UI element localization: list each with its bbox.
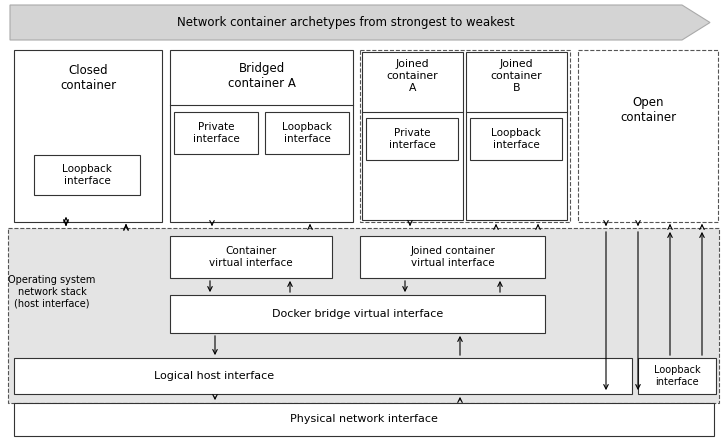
Text: Joined
container
B: Joined container B xyxy=(491,59,542,93)
Text: Docker bridge virtual interface: Docker bridge virtual interface xyxy=(272,309,443,319)
Text: Logical host interface: Logical host interface xyxy=(154,371,274,381)
Bar xyxy=(8,228,719,403)
Text: Loopback
interface: Loopback interface xyxy=(491,128,541,150)
Text: Loopback
interface: Loopback interface xyxy=(282,122,332,144)
Text: Joined
container
A: Joined container A xyxy=(387,59,438,93)
Text: Bridged
container A: Bridged container A xyxy=(228,62,295,90)
Text: Operating system
network stack
(host interface): Operating system network stack (host int… xyxy=(8,275,96,309)
Text: Loopback
interface: Loopback interface xyxy=(62,164,112,186)
Bar xyxy=(362,52,463,220)
Bar xyxy=(360,236,545,278)
Bar xyxy=(466,52,567,220)
Bar xyxy=(170,295,545,333)
Bar xyxy=(470,118,562,160)
Bar xyxy=(265,112,349,154)
Text: Open
container: Open container xyxy=(620,96,676,124)
Text: Joined container
virtual interface: Joined container virtual interface xyxy=(410,246,495,268)
Text: Closed
container: Closed container xyxy=(60,64,116,92)
Bar xyxy=(174,112,258,154)
Bar xyxy=(170,236,332,278)
Bar xyxy=(366,118,458,160)
Bar xyxy=(14,50,162,222)
Bar xyxy=(638,358,716,394)
Bar xyxy=(578,50,718,222)
Bar xyxy=(14,358,632,394)
Text: Physical network interface: Physical network interface xyxy=(290,415,438,424)
Bar xyxy=(34,155,140,195)
Text: Loopback
interface: Loopback interface xyxy=(654,365,700,387)
Bar xyxy=(14,403,714,436)
Text: Private
interface: Private interface xyxy=(193,122,239,144)
Bar xyxy=(170,50,353,222)
Text: Container
virtual interface: Container virtual interface xyxy=(209,246,293,268)
Polygon shape xyxy=(10,5,710,40)
Bar xyxy=(360,50,570,222)
Text: Network container archetypes from strongest to weakest: Network container archetypes from strong… xyxy=(177,16,515,29)
Text: Private
interface: Private interface xyxy=(389,128,435,150)
